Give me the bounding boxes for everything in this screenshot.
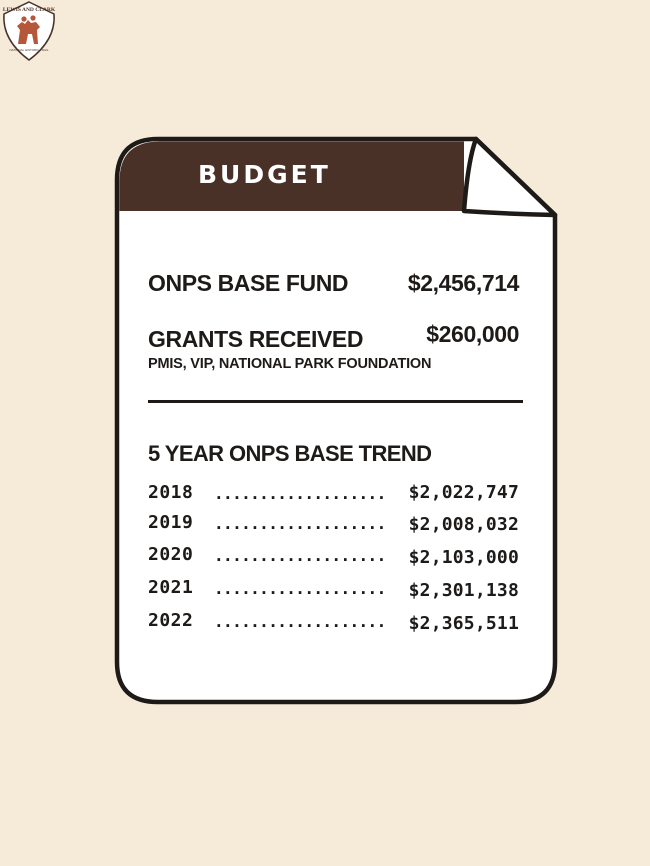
trend-amount: $2,022,747 [408,482,519,503]
trend-amount: $2,103,000 [408,547,519,568]
leader-dots: ................... [214,579,384,598]
base-fund-label: ONPS BASE FUND [148,270,349,296]
base-fund-value: $2,456,714 [407,270,520,296]
lewis-and-clark-logo-icon: LEWIS AND CLARK NATIONAL HISTORIC TRAIL [3,1,56,61]
trend-title: 5 YEAR ONPS BASE TREND [148,441,432,466]
trend-year: 2022 [148,610,194,631]
trend-amount: $2,365,511 [408,613,519,634]
trend-year: 2018 [148,482,194,503]
grants-sources: PMIS, VIP, NATIONAL PARK FOUNDATION [148,356,432,372]
svg-text:LEWIS AND CLARK: LEWIS AND CLARK [3,7,56,13]
page-title: BUDGET [198,160,331,189]
trend-year: 2019 [148,512,194,533]
header-band [119,141,464,211]
trend-amount: $2,008,032 [408,514,519,535]
section-divider [148,400,523,403]
grants-label: GRANTS RECEIVED [148,326,364,352]
trend-amount: $2,301,138 [408,580,519,601]
trend-year: 2020 [148,544,194,565]
grants-value: $260,000 [426,321,519,347]
leader-dots: ................... [214,484,384,503]
leader-dots: ................... [214,546,384,565]
leader-dots: ................... [214,514,384,533]
page-curl [461,136,558,218]
svg-text:NATIONAL HISTORIC TRAIL: NATIONAL HISTORIC TRAIL [9,48,48,52]
leader-dots: ................... [214,612,384,631]
page-body [114,136,558,705]
trend-year: 2021 [148,577,194,598]
